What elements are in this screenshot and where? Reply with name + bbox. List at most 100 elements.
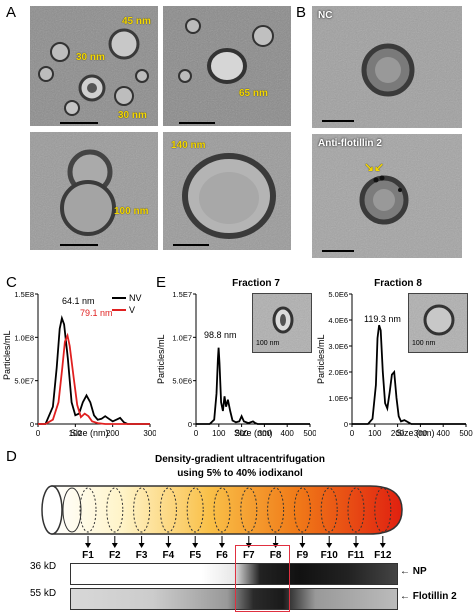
fraction-label: F5 [189,550,202,561]
y-tick-label: 3.0E6 [328,342,348,351]
y-tick-label: 5.0E6 [172,377,192,386]
fraction-arrow-head [192,543,199,548]
fraction-arrow-head [379,543,386,548]
fraction-arrow-head [111,543,118,548]
x-tick-label: 300 [143,429,156,438]
x-tick-label: 0 [350,429,355,438]
x-tick-label: 100 [69,429,83,438]
legend-item-nv: NV [112,292,142,304]
fraction-label: F1 [82,550,94,561]
size-annotation: 100 nm [114,206,149,217]
chart-c: 0 100 200 300 0 5.0E7 1.0E8 1.5E8 [14,290,156,438]
western-blot-np [70,563,398,585]
fraction-label: F3 [135,550,148,561]
fraction-label: F9 [296,550,309,561]
fraction-label: F4 [162,550,175,561]
panel-label-d: D [6,448,17,465]
band-label-np-text: NP [412,566,427,577]
x-tick-label: 500 [303,429,316,438]
y-tick-label: 1.5E7 [172,290,192,299]
gradient-title-line1: Density-gradient ultracentrifugation [154,454,325,465]
y-tick-label: 5.0E7 [14,377,34,386]
em-texture-b2 [312,134,462,258]
tube-slice [133,487,151,533]
y-tick-label: 1.0E7 [172,333,192,342]
legend-swatch [112,297,126,299]
chart-c-legend: NV V [112,292,142,316]
fraction-label: F8 [269,550,282,561]
chart-e7: 0 100 200 300 400 500 0 5.0E6 1.0E7 1.5E7 [172,290,316,438]
em-image-a1: 45 nm 30 nm 30 nm [30,6,158,126]
fraction-arrow-head [326,543,333,548]
size-annotation: 30 nm [76,52,105,63]
fraction-label: F2 [108,550,121,561]
fraction-highlight-box [234,545,291,612]
scale-bar [322,250,354,252]
fraction7-title: Fraction 7 [232,278,280,289]
y-tick-label: 4.0E6 [328,316,348,325]
centrifuge-tube [41,485,403,548]
series-line [352,324,466,425]
size-annotation: 140 nm [171,140,206,151]
fraction-arrow-head [85,543,91,548]
x-tick-label: 0 [36,429,41,438]
chart-c-xlabel: Size (nm) [70,428,109,438]
tube-slice [159,487,177,533]
em-texture-a3 [30,132,158,250]
tube-slice [240,487,258,533]
y-tick-label: 2.0E6 [328,368,348,377]
fraction8-title: Fraction 8 [374,278,422,289]
chart-e8-xlabel: Size (nm) [396,428,435,438]
series-line [38,315,150,425]
chart-c-peak-v: 79.1 nm [80,308,113,318]
anti-flotillin-label: Anti-flotillin 2 [318,138,382,149]
scale-label: 100 nm [256,340,280,347]
tube-slice [186,487,204,533]
fraction-arrow-head [138,543,145,548]
tube-slice [320,487,338,533]
tube-slice [374,487,392,533]
x-tick-label: 200 [391,429,405,438]
fraction8-em-inset: 100 nm [408,293,468,353]
fraction-arrow-head [353,543,359,548]
chart-e7-xlabel: Size (nm) [234,428,273,438]
mw-marker-55kd: 55 kD [30,588,57,599]
arrow-icon: ↘↙ [364,160,385,174]
x-tick-label: 0 [194,429,199,438]
fraction-arrow-head [219,543,225,548]
scale-bar [179,122,215,124]
legend-swatch [112,309,126,311]
fraction7-peak-label: 98.8 nm [204,330,237,340]
y-tick-label: 0 [344,420,348,429]
tube-slice [347,487,365,533]
x-tick-label: 100 [212,429,226,438]
x-tick-label: 200 [106,429,120,438]
size-annotation: 30 nm [118,110,147,121]
fraction-label: F6 [216,550,228,561]
y-tick-label: 1.0E6 [328,394,348,403]
fraction-label: F10 [320,550,338,561]
chart-c-peak-nv: 64.1 nm [62,296,95,306]
em-texture-e8 [409,294,467,352]
tube-slice [267,487,285,533]
em-image-b-antiflotillin: Anti-flotillin 2 ↘↙ [312,134,462,258]
y-tick-label: 0 [188,420,192,429]
band-label-flotillin2-text: Flotillin 2 [412,591,457,602]
legend-label: V [129,305,136,315]
chart-e7-ylabel: Particles/mL [156,334,166,384]
y-tick-label: 1.5E8 [14,290,34,299]
em-texture-a4 [163,132,291,250]
x-tick-label: 400 [437,429,451,438]
fraction-label: F11 [347,550,365,561]
gradient-title-line2: using 5% to 40% iodixanol [177,468,303,479]
scale-bar [322,120,354,122]
tube-slice [79,487,97,533]
chart-e8-ylabel: Particles/mL [316,334,326,384]
legend-item-v: V [112,304,142,316]
band-label-flotillin2: ← Flotillin 2 [400,591,457,602]
em-texture-a1 [30,6,158,126]
x-tick-label: 500 [459,429,473,438]
tube-slice [293,487,311,533]
panel-label-e: E [156,274,167,291]
y-tick-label: 5.0E6 [328,290,348,299]
